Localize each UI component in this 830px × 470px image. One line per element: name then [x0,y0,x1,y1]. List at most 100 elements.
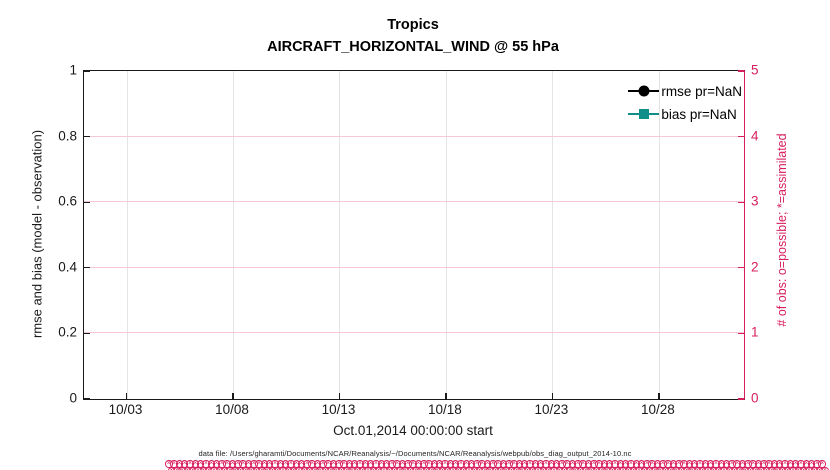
obs-x-glyph: × [411,460,416,467]
gridline-horizontal [84,201,744,203]
legend-item: bias pr=NaN [628,104,742,124]
obs-x-glyph: × [269,467,277,470]
obs-x-glyph: × [763,467,771,470]
obs-x-glyph: × [416,460,421,467]
obs-x-glyph: × [216,467,224,470]
obs-x-glyph: × [571,467,579,470]
obs-x-glyph: × [247,467,255,470]
obs-x-glyph: × [550,467,558,470]
obs-x-glyph: × [518,467,526,470]
obs-x-glyph: × [354,467,362,470]
obs-x-glyph: × [650,460,655,467]
left-y-axis-tick [84,267,90,269]
obs-x-glyph: × [210,467,218,470]
obs-x-glyph: × [713,460,718,467]
obs-x-glyph: × [671,460,676,467]
obs-x-glyph: × [708,460,713,467]
left-y-axis-tick-label: 0.4 [58,259,77,275]
obs-x-glyph: × [561,467,569,470]
legend-line [628,108,660,119]
left-y-axis-tick-label: 0.8 [58,127,77,143]
title-block: Tropics AIRCRAFT_HORIZONTAL_WIND @ 55 hP… [83,14,743,59]
obs-x-glyph: × [177,460,182,467]
obs-x-glyph: × [597,460,602,467]
obs-x-glyph: × [189,467,197,470]
obs-x-glyph: × [782,460,788,467]
plot-area: rmse pr=NaN bias pr=NaN × × × × × × × × × × × × × × × × ×… [83,70,829,470]
x-axis-tick-label: 10/08 [215,402,249,417]
obs-x-glyph: × [338,467,346,470]
x-axis-tick [232,393,234,399]
obs-x-glyph: × [811,467,819,470]
obs-x-glyph: × [508,467,516,470]
gridline-vertical [339,71,341,399]
obs-x-glyph: × [554,460,559,467]
obs-x-glyph: × [740,460,745,467]
bias-square-icon [638,108,649,119]
obs-x-glyph: × [391,467,399,470]
obs-x-glyph: × [593,467,601,470]
obs-x-glyph: × [290,467,298,470]
obs-x-glyph: × [683,467,691,470]
obs-x-glyph: × [203,460,208,467]
obs-x-glyph: × [460,467,468,470]
obs-x-glyph: × [559,460,564,467]
obs-x-glyph: × [384,460,389,467]
obs-x-glyph: × [768,467,776,470]
obs-x-glyph: × [614,467,622,470]
obs-x-glyph: × [512,460,517,467]
obs-x-glyph: × [352,460,357,467]
obs-x-glyph: × [226,467,234,470]
obs-x-glyph: × [386,467,394,470]
x-axis-tick-label: 10/18 [428,402,462,417]
obs-x-glyph: × [703,460,708,467]
obs-x-glyph: × [821,467,829,470]
obs-x-glyph: × [692,460,697,467]
obs-x-glyph: × [566,467,574,470]
obs-x-glyph: × [242,467,250,470]
obs-x-glyph: × [173,467,181,470]
legend-label: rmse pr=NaN [661,83,742,99]
x-axis-tick-label: 10/13 [321,402,356,417]
obs-x-glyph: × [225,460,230,467]
obs-x-glyph: × [533,460,538,467]
obs-x-glyph: × [449,467,457,470]
obs-x-glyph: × [327,467,335,470]
obs-x-glyph: × [380,467,388,470]
obs-x-glyph: × [375,467,383,470]
obs-x-glyph: × [800,467,808,470]
obs-x-glyph: × [331,460,336,467]
obs-x-glyph: × [288,460,293,467]
obs-x-glyph: × [182,460,187,467]
gridline-horizontal [84,135,744,137]
left-y-axis-label: rmse and bias (model - observation) [29,129,45,339]
obs-x-glyph: × [412,467,420,470]
obs-x-glyph: × [726,467,734,470]
obs-x-glyph: × [644,460,649,467]
obs-x-glyph: × [198,460,203,467]
obs-x-glyph: × [363,460,368,467]
left-y-axis-tick-label: 0 [69,390,77,406]
obs-x-glyph: × [428,467,436,470]
obs-x-glyph: × [662,467,670,470]
obs-x-glyph: × [678,467,686,470]
right-y-axis-tick [738,135,744,138]
left-y-axis-tick-label: 1 [69,62,77,78]
obs-x-glyph: × [437,460,442,467]
obs-x-glyph: × [524,467,532,470]
obs-x-glyph: × [278,460,283,467]
obs-x-glyph: × [214,460,219,467]
right-y-axis-tick [738,70,744,72]
left-y-axis-tick [84,398,90,400]
obs-x-glyph: × [184,467,192,470]
obs-x-glyph: × [804,460,809,467]
obs-x-glyph: × [767,460,772,467]
right-y-axis-tick [738,201,744,203]
obs-x-glyph: × [421,460,426,467]
obs-x-glyph: × [326,460,331,467]
gridline-horizontal [84,332,744,334]
right-y-axis-tick-label: 5 [751,62,759,78]
obs-x-glyph: × [809,460,814,467]
obs-x-glyph: × [299,460,304,467]
obs-x-glyph: × [816,467,824,470]
